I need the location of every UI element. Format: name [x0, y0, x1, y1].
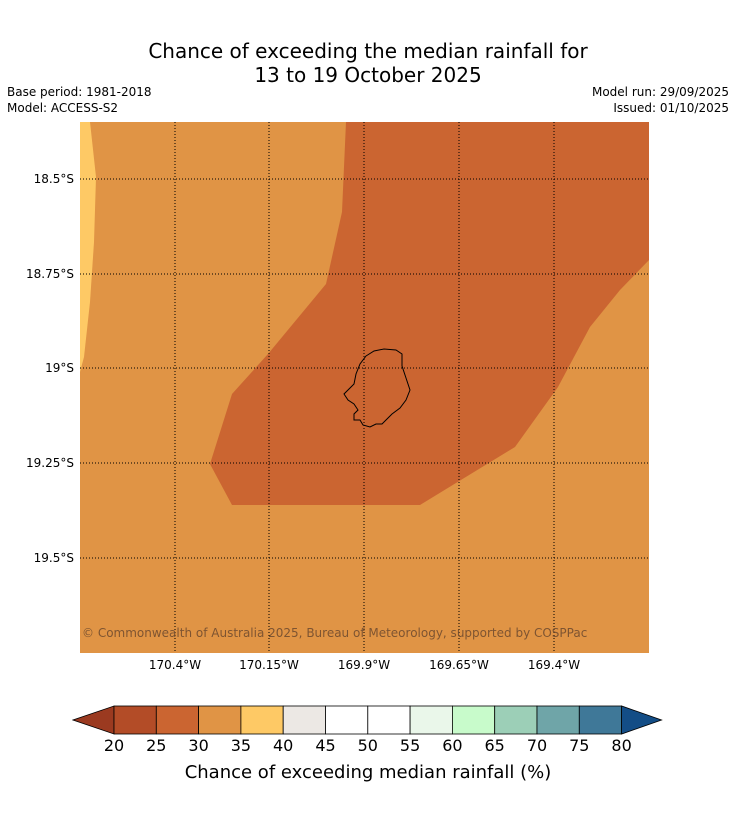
colorbar-tick-label: 45	[315, 736, 336, 755]
colorbar-tick-label: 60	[442, 736, 463, 755]
colorbar-segment	[325, 705, 369, 735]
colorbar-tick-label: 65	[484, 736, 505, 755]
colorbar-segment	[240, 705, 284, 735]
colorbar-over-arrow	[621, 705, 663, 735]
island-outline-icon	[343, 348, 411, 428]
colorbar-tick-label: 55	[399, 736, 421, 755]
chart-title-line-1: Chance of exceeding the median rainfall …	[148, 39, 588, 63]
colorbar-segment	[155, 705, 200, 735]
colorbar-segment	[494, 705, 538, 735]
colorbar-segment	[113, 705, 157, 735]
copyright-notice: © Commonwealth of Australia 2025, Bureau…	[82, 626, 588, 640]
colorbar-segment	[451, 705, 496, 735]
colorbar-tick-label: 35	[230, 736, 252, 755]
zone-35-40	[80, 122, 96, 372]
issued-label: Issued: 01/10/2025	[613, 101, 729, 115]
colorbar-tick-label: 25	[146, 736, 167, 755]
lat-label-19: 19°S	[45, 361, 74, 375]
model-run-label: Model run: 29/09/2025	[591, 85, 729, 99]
colorbar-tick-label: 50	[357, 736, 378, 755]
colorbar-tick-label: 75	[569, 736, 590, 755]
colorbar-under-arrow	[71, 705, 115, 735]
colorbar-tick-label: 30	[188, 736, 209, 755]
colorbar-segment	[578, 705, 622, 735]
lat-label-18-75: 18.75°S	[26, 267, 74, 281]
lon-label-169-65: 169.65°W	[429, 658, 489, 672]
colorbar	[71, 704, 664, 740]
colorbar-segment	[409, 705, 453, 735]
map-canvas	[80, 122, 649, 653]
colorbar-segment	[198, 705, 242, 735]
chart-title-line-2: 13 to 19 October 2025	[254, 63, 482, 87]
colorbar-tick-label: 70	[526, 736, 548, 755]
colorbar-tick-label: 40	[273, 736, 294, 755]
gridlines	[80, 122, 649, 653]
colorbar-segment	[536, 705, 580, 735]
base-period-label: Base period: 1981-2018	[7, 85, 152, 99]
colorbar-segment	[367, 705, 411, 735]
lon-label-170-4: 170.4°W	[148, 658, 202, 672]
lat-label-19-25: 19.25°S	[26, 456, 74, 470]
lon-label-170-15: 170.15°W	[239, 658, 299, 672]
colorbar-svg	[71, 705, 663, 735]
lon-label-169-4: 169.4°W	[527, 658, 581, 672]
colorbar-tick-label: 80	[611, 736, 632, 755]
colorbar-tick-label: 20	[103, 736, 125, 755]
model-label: Model: ACCESS-S2	[7, 101, 119, 115]
lat-label-19-5: 19.5°S	[33, 551, 74, 565]
colorbar-label: Chance of exceeding median rainfall (%)	[184, 762, 552, 783]
lat-label-18-5: 18.5°S	[33, 172, 74, 186]
rainfall-map	[80, 122, 649, 653]
zone-25-30	[210, 122, 649, 505]
colorbar-segment	[282, 705, 326, 735]
lon-label-169-9: 169.9°W	[337, 658, 391, 672]
